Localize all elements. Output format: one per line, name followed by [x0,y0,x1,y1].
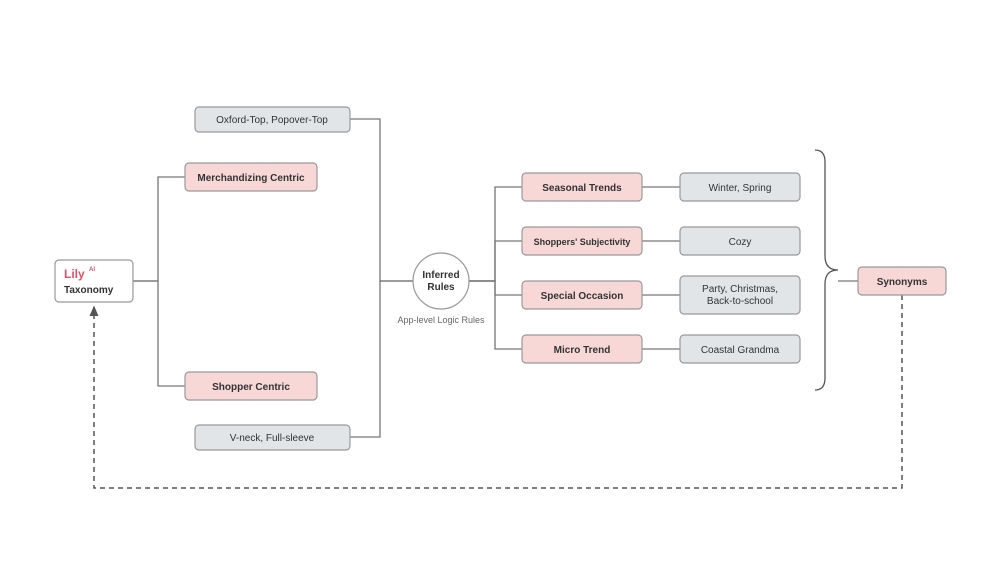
edge-inferred-to-subjectivity [469,241,522,281]
cozy-label: Cozy [729,237,752,248]
oxford-label: Oxford-Top, Popover-Top [216,115,328,126]
node-shopper-centric: Shopper Centric [185,372,317,400]
taxonomy-brand-suffix: AI [89,267,95,273]
node-cozy: Cozy [680,227,800,255]
node-oxford-popover: Oxford-Top, Popover-Top [195,107,350,132]
edge-taxonomy-to-merch [133,177,185,281]
node-winter-spring: Winter, Spring [680,173,800,201]
party-label1: Party, Christmas, [702,284,778,295]
node-merchandizing-centric: Merchandizing Centric [185,163,317,191]
node-coastal-grandma: Coastal Grandma [680,335,800,363]
winter-label: Winter, Spring [709,183,772,194]
node-micro-trend: Micro Trend [522,335,642,363]
inferred-caption: App-level Logic Rules [397,315,485,325]
edge-oxford-to-inferred [350,119,413,281]
shopper-label: Shopper Centric [212,382,290,393]
node-seasonal-trends: Seasonal Trends [522,173,642,201]
edge-taxonomy-to-shopper [133,281,185,386]
node-synonyms: Synonyms [858,267,946,295]
taxonomy-brand: Lily [64,267,85,281]
node-taxonomy: Lily AI Taxonomy [55,260,133,302]
node-inferred-rules: Inferred Rules App-level Logic Rules [397,253,485,325]
curly-brace [815,150,838,390]
node-party-christmas: Party, Christmas, Back-to-school [680,276,800,314]
inferred-label2: Rules [427,282,455,293]
taxonomy-label: Taxonomy [64,285,114,296]
diagram-canvas: Lily AI Taxonomy Merchandizing Centric S… [0,0,1000,584]
micro-label: Micro Trend [554,345,611,356]
svg-text:Lily: Lily [64,267,85,281]
node-special-occasion: Special Occasion [522,281,642,309]
party-label2: Back-to-school [707,296,773,307]
node-shoppers-subjectivity: Shoppers' Subjectivity [522,227,642,255]
node-vneck-fullsleeve: V-neck, Full-sleeve [195,425,350,450]
seasonal-label: Seasonal Trends [542,183,622,194]
merch-label: Merchandizing Centric [197,173,305,184]
vneck-label: V-neck, Full-sleeve [230,433,315,444]
occasion-label: Special Occasion [541,291,624,302]
inferred-label1: Inferred [422,270,459,281]
synonyms-label: Synonyms [877,277,928,288]
coastal-label: Coastal Grandma [701,345,780,356]
edge-vneck-to-inferred [350,281,413,437]
subjectivity-label: Shoppers' Subjectivity [534,237,631,247]
